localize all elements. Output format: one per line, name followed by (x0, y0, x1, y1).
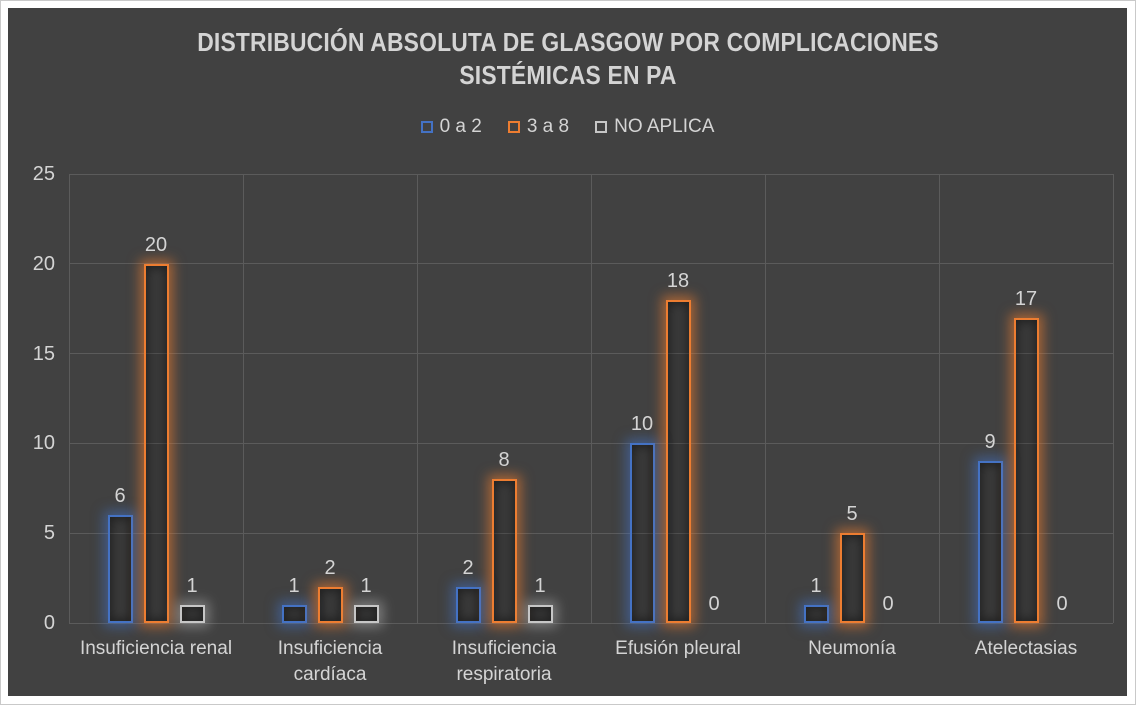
data-label-3-a-8-efusi-n-pleural: 18 (666, 269, 690, 292)
gridline-x-3 (590, 174, 592, 623)
gridline-x-4 (764, 174, 766, 623)
bar-0-a-2-efusi-n-pleural (629, 443, 655, 623)
bar-3-a-8-neumon-a (839, 533, 865, 623)
legend-item-0-a-2: 0 a 2 (420, 116, 482, 138)
y-axis-tick-20: 20 (32, 252, 55, 275)
y-axis-tick-15: 15 (32, 342, 55, 365)
legend-item-no-aplica: NO APLICA (595, 116, 714, 138)
data-label-3-a-8-neumon-a: 5 (846, 503, 858, 526)
data-label-0-a-2-insuficiencia-respiratoria: 2 (462, 557, 474, 580)
bar-3-a-8-efusi-n-pleural (665, 299, 691, 623)
y-axis-tick-0: 0 (43, 612, 55, 634)
gridline-x-1 (242, 174, 244, 623)
data-label-0-a-2-atelectasias: 9 (984, 431, 996, 454)
legend-label: 3 a 8 (526, 116, 570, 137)
y-axis-tick-5: 5 (43, 522, 55, 545)
category-label-neumon-a: Neumonía (808, 638, 896, 659)
legend-label: NO APLICA (614, 116, 715, 137)
data-label-no-aplica-insuficiencia-renal: 1 (186, 575, 198, 598)
category-label-insuficiencia-card-aca: Insuficiencia cardíaca (277, 638, 383, 686)
legend-swatch-icon (595, 121, 608, 133)
bar-0-a-2-atelectasias (977, 461, 1003, 623)
bar-0-a-2-insuficiencia-renal (107, 515, 133, 623)
data-label-0-a-2-neumon-a: 1 (810, 575, 822, 598)
gridline-x-5 (938, 174, 940, 623)
data-label-no-aplica-neumon-a: 0 (882, 593, 894, 615)
data-label-0-a-2-insuficiencia-card-aca: 1 (288, 575, 300, 598)
legend-swatch-icon (507, 121, 520, 133)
legend-label: 0 a 2 (439, 116, 482, 137)
data-label-0-a-2-insuficiencia-renal: 6 (114, 485, 126, 508)
bar-0-a-2-neumon-a (803, 605, 829, 623)
gridline-x-2 (416, 174, 418, 623)
bar-3-a-8-insuficiencia-card-aca (317, 587, 343, 623)
gridline-x-6 (1112, 174, 1114, 623)
gridline-x-0 (68, 174, 70, 623)
chart-title: DISTRIBUCIÓN ABSOLUTA DE GLASGOW POR COM… (196, 27, 939, 91)
bar-no-aplica-insuficiencia-card-aca (353, 605, 379, 623)
data-label-no-aplica-insuficiencia-card-aca: 1 (360, 575, 372, 598)
data-label-3-a-8-insuficiencia-card-aca: 2 (324, 557, 336, 580)
bar-no-aplica-insuficiencia-respiratoria (527, 605, 553, 623)
data-label-3-a-8-insuficiencia-respiratoria: 8 (498, 449, 510, 472)
y-axis-tick-10: 10 (32, 432, 55, 455)
legend-item-3-a-8: 3 a 8 (507, 116, 570, 138)
data-label-3-a-8-atelectasias: 17 (1014, 287, 1038, 310)
bar-no-aplica-insuficiencia-renal (179, 605, 205, 623)
bar-3-a-8-atelectasias (1013, 317, 1039, 623)
data-label-no-aplica-atelectasias: 0 (1056, 593, 1068, 615)
bar-0-a-2-insuficiencia-card-aca (281, 605, 307, 623)
data-label-0-a-2-efusi-n-pleural: 10 (630, 413, 654, 436)
plot-area: 0 5 10 15 20 25 6 20 1 Insuficiencia renal 1 2 1 Insu… (33, 164, 1114, 685)
data-label-no-aplica-efusi-n-pleural: 0 (708, 593, 720, 615)
data-label-no-aplica-insuficiencia-respiratoria: 1 (534, 575, 546, 598)
category-label-atelectasias: Atelectasias (974, 638, 1078, 659)
gridline-y-0 (69, 622, 1113, 624)
category-label-efusi-n-pleural: Efusión pleural (615, 638, 741, 659)
bar-chart: DISTRIBUCIÓN ABSOLUTA DE GLASGOW POR COM… (8, 8, 1127, 696)
y-axis-tick-25: 25 (32, 163, 55, 185)
bar-0-a-2-insuficiencia-respiratoria (455, 587, 481, 623)
data-label-3-a-8-insuficiencia-renal: 20 (144, 233, 168, 256)
chart-legend: 0 a 2 3 a 8 NO APLICA (8, 116, 1127, 138)
legend-swatch-icon (420, 121, 433, 133)
bar-3-a-8-insuficiencia-respiratoria (491, 479, 517, 623)
category-label-insuficiencia-renal: Insuficiencia renal (79, 638, 233, 659)
bar-3-a-8-insuficiencia-renal (143, 263, 169, 623)
category-label-insuficiencia-respiratoria: Insuficiencia respiratoria (451, 638, 557, 686)
